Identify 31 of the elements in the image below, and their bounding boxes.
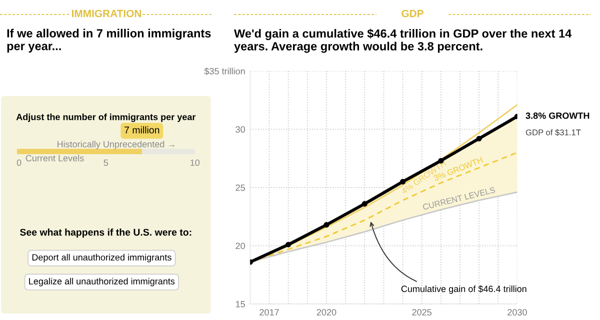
text: See what happens if the U.S. were to: <box>20 228 192 238</box>
x-tick-label: 2017 <box>260 309 279 316</box>
y-tick-label: 30 <box>236 126 245 133</box>
point <box>324 222 330 228</box>
text: Current Levels <box>26 154 84 162</box>
annotation: Cumulative gain of $46.4 trillion <box>401 285 526 294</box>
point <box>286 242 292 248</box>
text: Deport all unauthorized immigrants <box>32 254 172 262</box>
text: 0 <box>16 159 22 166</box>
text: 10 <box>190 159 200 166</box>
text: Historically Unprecedented → <box>58 140 174 150</box>
series-label: 3.8% GROWTH <box>526 112 590 119</box>
text: IMMIGRATION <box>72 10 141 18</box>
chart-subtitle: We'd gain a cumulative $46.4 trillion in GDP over the next 14 years. Average growth would be 3.8 percent. <box>234 28 572 53</box>
y-tick-label: 25 <box>236 184 245 191</box>
y-tick-label: $35 trillion <box>204 68 245 75</box>
x-tick-label: 2025 <box>412 309 432 316</box>
x-tick-label: 2020 <box>316 309 336 316</box>
text: 5 <box>104 160 108 166</box>
point <box>362 201 368 207</box>
point <box>476 136 482 142</box>
text: Legalize all unauthorized immigrants <box>29 278 175 286</box>
x-tick-label: 2030 <box>508 309 527 316</box>
chart-title: GDP <box>402 10 424 18</box>
text: Adjust the number of immigrants per year <box>16 114 196 122</box>
point <box>400 178 406 184</box>
text: 7 million <box>124 126 160 134</box>
y-tick-label: 15 <box>236 301 245 308</box>
text: If we allowed in 7 million immigrants per year... <box>7 28 211 53</box>
y-tick-label: 20 <box>236 242 245 250</box>
annotation: GDP of $31.1T <box>526 129 581 136</box>
